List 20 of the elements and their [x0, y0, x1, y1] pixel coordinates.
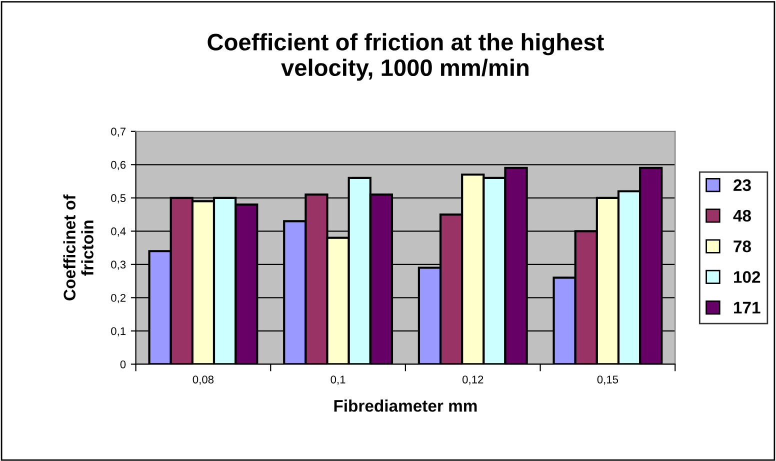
legend-label: 78 — [734, 240, 751, 252]
y-tick-label: 0,3 — [111, 260, 126, 270]
y-axis-title: Coefficinet of frictoin — [63, 194, 94, 300]
x-tick-label: 0,12 — [462, 376, 484, 385]
x-tick-label: 0,08 — [192, 376, 214, 385]
x-axis-title: Fibrediameter mm — [334, 400, 477, 412]
y-tick-label: 0,6 — [111, 160, 126, 170]
x-tick-label: 0,1 — [330, 376, 346, 385]
y-tick-label: 0,1 — [111, 327, 126, 336]
y-tick-label: 0,5 — [111, 194, 126, 204]
chart-title: Coefficient of friction at the highest velocity, 1000 mm/min — [208, 33, 604, 81]
legend-label: 23 — [734, 179, 751, 192]
y-tick-label: 0,7 — [111, 128, 126, 137]
y-tick-label: 0,2 — [111, 294, 126, 304]
legend-label: 48 — [733, 210, 751, 222]
y-tick-label: 0,4 — [111, 227, 126, 237]
x-tick-label: 0,15 — [597, 376, 618, 385]
y-tick-label: 0 — [120, 360, 126, 368]
legend-label: 171 — [734, 302, 760, 314]
legend-label: 102 — [734, 271, 760, 283]
